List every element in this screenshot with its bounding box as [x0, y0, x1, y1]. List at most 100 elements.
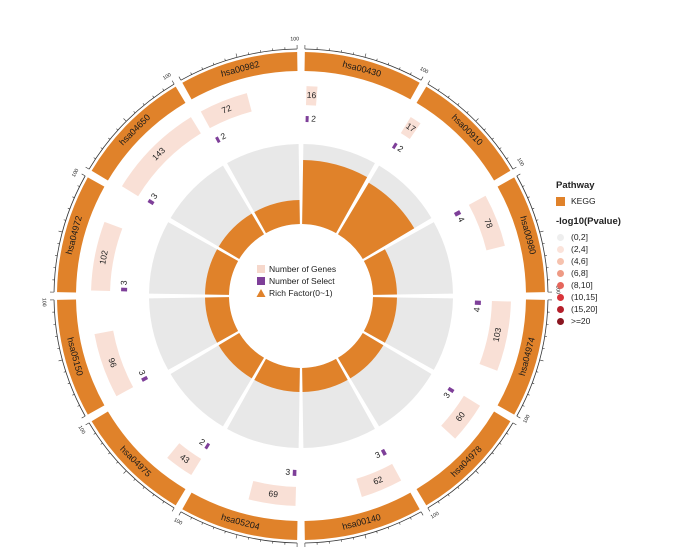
genes-bar [441, 395, 481, 439]
axis-tick [77, 185, 80, 187]
select-bar [447, 386, 455, 394]
genes-value-label: 69 [268, 488, 279, 499]
axis-tick [201, 67, 203, 70]
genes-value-label: 78 [482, 217, 495, 230]
legend-pvalue-dot [557, 245, 564, 253]
genes-bar [400, 116, 421, 139]
axis-tick [376, 58, 378, 61]
center-legend-genes-label: Number of Genes [269, 264, 336, 274]
axis-tick [100, 442, 103, 445]
legend-pvalue-item: >=20 [556, 315, 676, 327]
legend-pathway-kegg: KEGG [556, 195, 676, 207]
axis-tick [539, 230, 544, 233]
pathway-segment [416, 86, 511, 181]
genes-value-label: 62 [372, 474, 385, 487]
axis-tick [466, 111, 469, 114]
axis-tick [152, 95, 155, 98]
rich-factor-bar [218, 213, 265, 260]
genes-bar [167, 443, 202, 476]
legend-pvalue-dot [557, 305, 564, 313]
axis-tick [162, 88, 165, 91]
axis-tick [516, 173, 521, 177]
axis-tick [491, 452, 494, 455]
genes-bar [479, 300, 511, 371]
select-value-label: 3 [441, 390, 452, 400]
outer-axis-track: 100100100100100100100100100100100100 [41, 36, 561, 547]
axis-tick [399, 522, 401, 525]
axis-tick [133, 478, 136, 481]
axis-tick [142, 486, 145, 489]
rich-factor-bar [363, 249, 397, 295]
axis-tick [72, 394, 75, 396]
axis-tick [491, 137, 494, 140]
axis-tick [212, 62, 215, 65]
select-value-label: 3 [149, 191, 160, 201]
rich-factor-bar [205, 297, 239, 343]
axis-tick [178, 76, 182, 81]
axis-tick [190, 72, 192, 75]
axis-tick [364, 53, 367, 58]
select-bar [474, 300, 481, 305]
center-legend-rich-label: Rich Factor(0~1) [269, 288, 333, 298]
axis-tick [376, 531, 378, 534]
axis-tick-label: 100 [430, 511, 441, 521]
genes-bar [468, 195, 505, 251]
pathway-segment [304, 52, 420, 100]
axis-tick [85, 422, 90, 426]
center-legend-rich-swatch [256, 289, 266, 297]
axis-tick [447, 95, 450, 98]
axis-tick [152, 494, 155, 497]
axis-tick [527, 394, 530, 396]
axis-tick [235, 53, 238, 58]
select-bar [121, 287, 128, 292]
genes-value-label: 72 [220, 103, 233, 116]
select-bar [380, 448, 387, 456]
axis-tick [81, 415, 86, 419]
legend-pvalue-label: (2,4] [571, 244, 589, 254]
axis-tick [100, 147, 103, 150]
genes-value-label: 103 [491, 327, 504, 343]
axis-tick-label: 100 [162, 72, 173, 82]
axis-tick [58, 359, 63, 362]
legend-pvalue-label: >=20 [571, 316, 591, 326]
axis-tick [516, 415, 521, 419]
legend-pvalue-item: (2,4] [556, 243, 676, 255]
rich-factor-bar [337, 332, 384, 379]
legend-pvalue-label: (15,20] [571, 304, 598, 314]
axis-tick-label: 100 [173, 517, 184, 526]
legend-pvalue-dot [557, 317, 564, 325]
select-value-label: 2 [219, 131, 228, 142]
axis-tick [437, 501, 440, 504]
axis-tick [67, 207, 70, 210]
rich-factor-bar [302, 160, 368, 234]
axis-tick [190, 517, 192, 520]
center-legend-select-swatch [257, 277, 265, 285]
pathway-segment [416, 411, 511, 506]
axis-tick [171, 507, 175, 512]
axis-tick-label: 100 [71, 168, 80, 179]
legend-pvalue-item: (4,6] [556, 255, 676, 267]
pathway-segment [182, 492, 298, 540]
axis-tick-label: 100 [554, 285, 560, 294]
genes-value-label: 16 [307, 90, 317, 100]
axis-tick [522, 185, 525, 187]
axis-tick-label: 100 [41, 298, 47, 307]
rich-factor-bar [302, 358, 348, 392]
axis-tick [171, 80, 175, 85]
legend-pvalue-item: (10,15] [556, 291, 676, 303]
select-bar [305, 116, 309, 123]
axis-tick [457, 486, 460, 489]
genes-bar [248, 480, 297, 506]
axis-tick [475, 470, 479, 474]
legend-pvalue-dot [557, 233, 564, 241]
legend-pvalue-list: (0,2] (2,4] (4,6] (6,8] (8,10] (10,15] (15,20]… [556, 231, 676, 327]
rich-factor-bar [254, 200, 300, 234]
pathway-segment [304, 492, 420, 540]
axis-tick [512, 422, 517, 426]
pathway-segment [57, 177, 105, 293]
select-value-label: 3 [285, 467, 291, 477]
legend-panel: Pathway KEGG -log10(Pvalue) (0,2] (2,4] (4… [556, 180, 676, 327]
axis-tick [499, 147, 502, 150]
genes-bar [356, 463, 402, 497]
select-bar [391, 142, 398, 150]
